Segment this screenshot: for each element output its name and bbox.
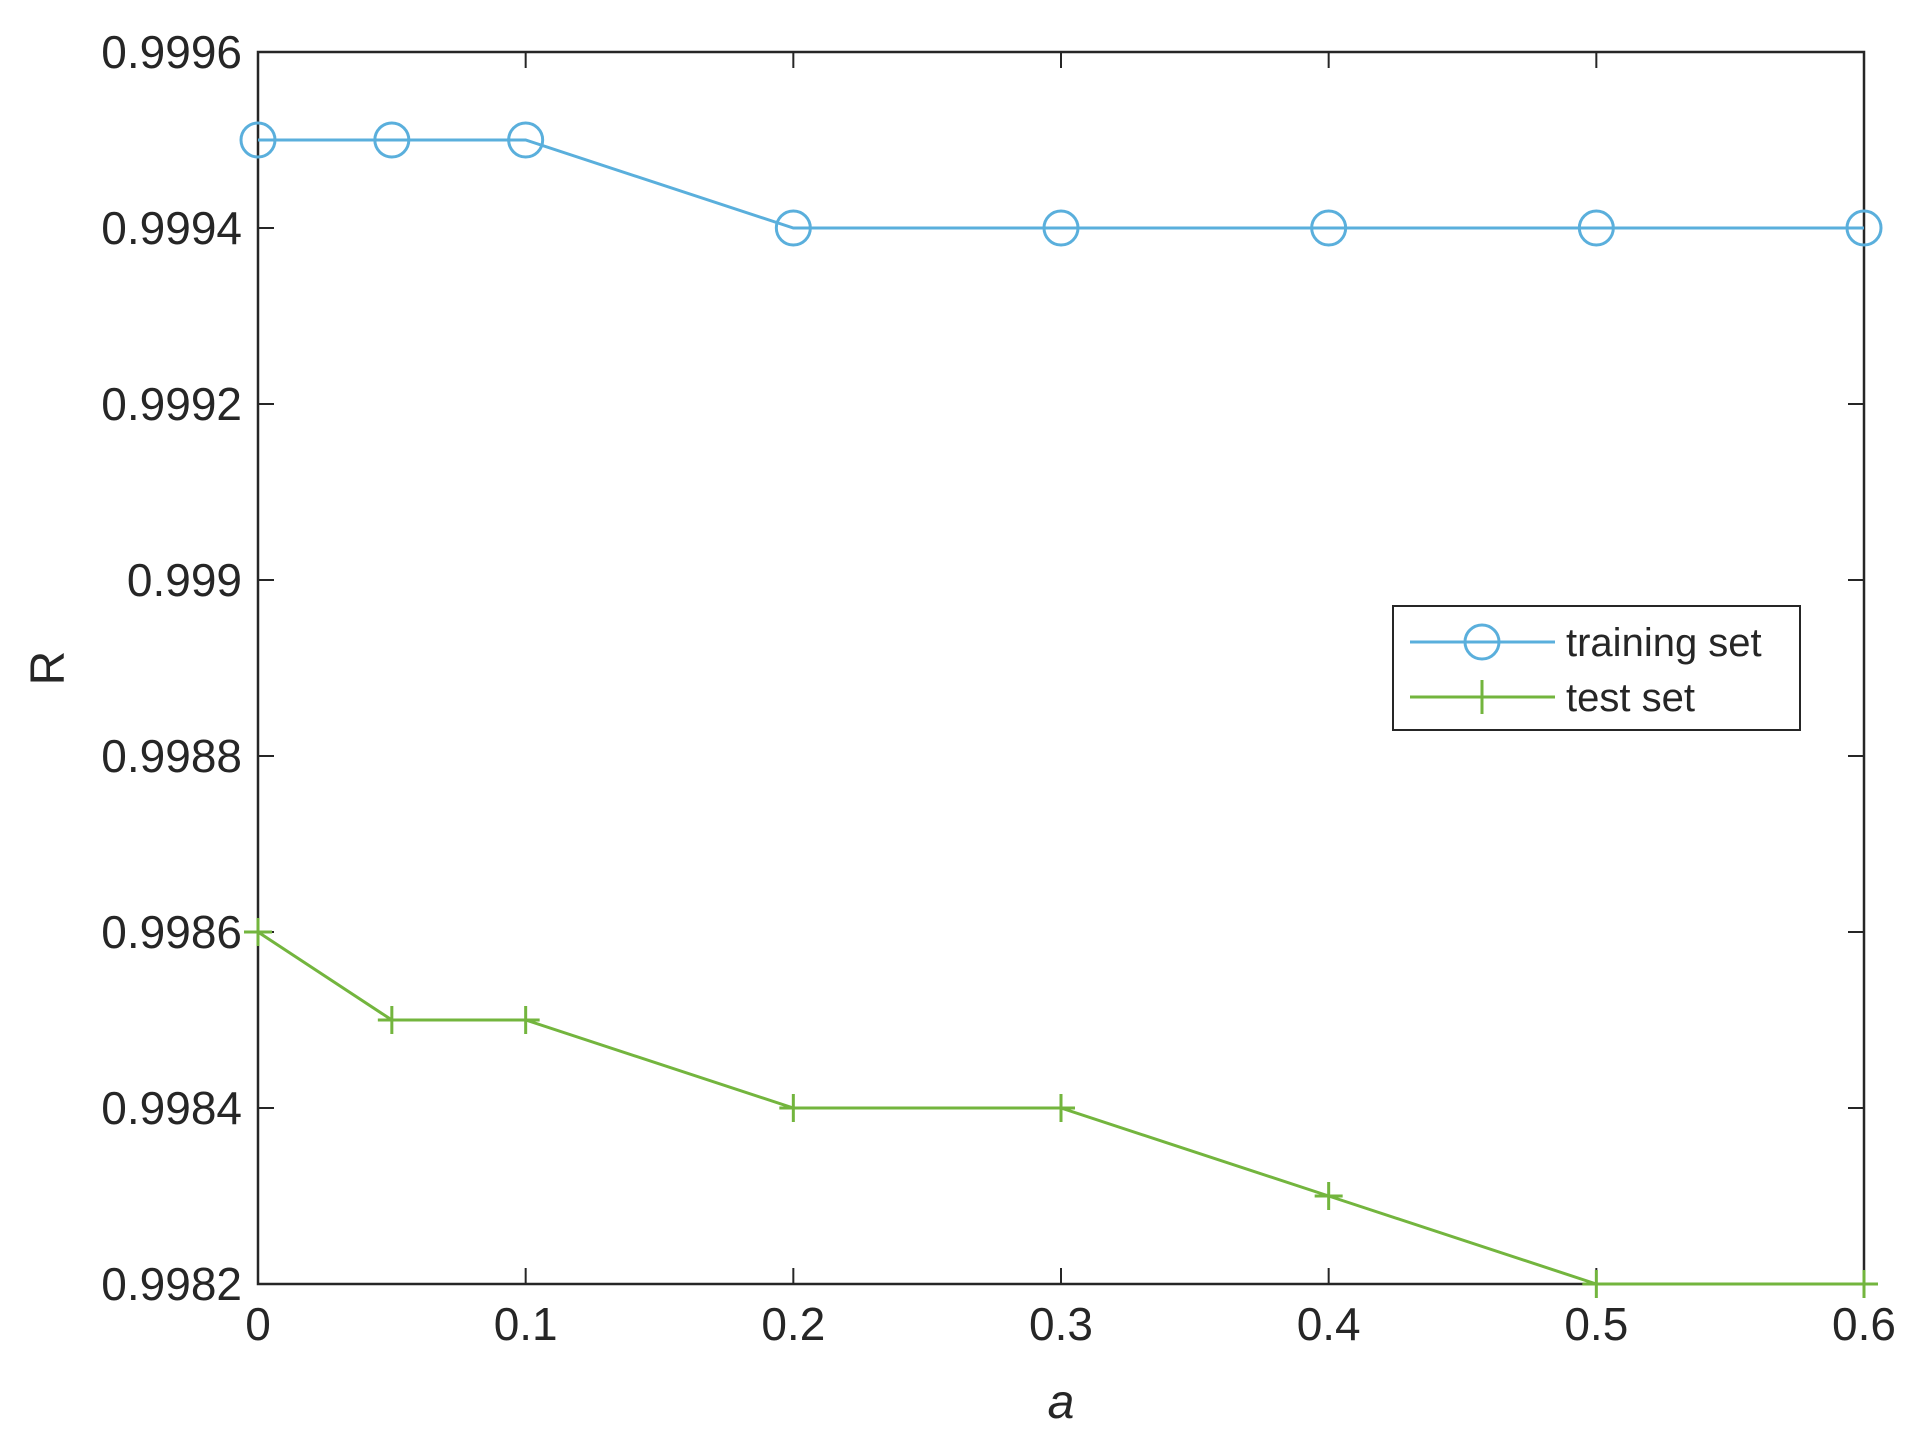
data-point-training-set xyxy=(373,121,411,159)
x-tick-label: 0.5 xyxy=(1564,1298,1628,1350)
legend-marker-training-set xyxy=(1463,623,1501,661)
x-tick-label: 0.4 xyxy=(1297,1298,1361,1350)
series-layer xyxy=(239,121,1883,1298)
data-point-test-set xyxy=(1582,1270,1611,1298)
legend-label-test-set: test set xyxy=(1566,676,1695,720)
data-point-training-set xyxy=(239,121,277,159)
y-tick-label: 0.9996 xyxy=(101,26,242,78)
legend-label-training-set: training set xyxy=(1566,621,1762,665)
data-point-training-set xyxy=(774,209,812,247)
data-point-test-set xyxy=(1850,1270,1878,1298)
series-line-training-set xyxy=(258,138,1864,230)
y-tick-label: 0.9986 xyxy=(101,906,242,958)
y-tick-label: 0.9992 xyxy=(101,378,242,430)
x-tick-label: 0.6 xyxy=(1832,1298,1896,1350)
y-tick-label: 0.9988 xyxy=(101,730,242,782)
y-axis: 0.9982 0.9984 0.9986 0.9988 0.999 0.9992 0.999… xyxy=(101,26,1864,1310)
data-point-test-set xyxy=(779,1094,808,1122)
data-point-training-set xyxy=(507,121,545,159)
data-point-test-set xyxy=(244,918,272,946)
y-tick-label: 0.9994 xyxy=(101,202,242,254)
x-tick-label: 0.3 xyxy=(1029,1298,1093,1350)
data-point-test-set xyxy=(1314,1182,1343,1210)
data-point-training-set xyxy=(1310,209,1348,247)
legend: training set test set xyxy=(1392,605,1801,731)
y-tick-label: 0.999 xyxy=(127,554,242,606)
data-point-training-set xyxy=(1042,209,1080,247)
x-tick-label: 0.1 xyxy=(494,1298,558,1350)
legend-box xyxy=(1392,605,1801,731)
series-line-test-set xyxy=(257,930,1864,1286)
data-point-test-set xyxy=(511,1006,540,1034)
data-point-test-set xyxy=(377,1006,406,1034)
data-point-test-set xyxy=(1047,1094,1075,1122)
y-tick-label: 0.9984 xyxy=(101,1082,242,1134)
x-tick-label: 0 xyxy=(245,1298,271,1350)
data-point-training-set xyxy=(1845,209,1883,247)
data-point-training-set xyxy=(1577,209,1615,247)
x-tick-label: 0.2 xyxy=(761,1298,825,1350)
y-tick-label: 0.9982 xyxy=(101,1258,242,1310)
y-axis-title: R xyxy=(22,651,75,686)
x-axis-title: a xyxy=(1048,1376,1075,1429)
